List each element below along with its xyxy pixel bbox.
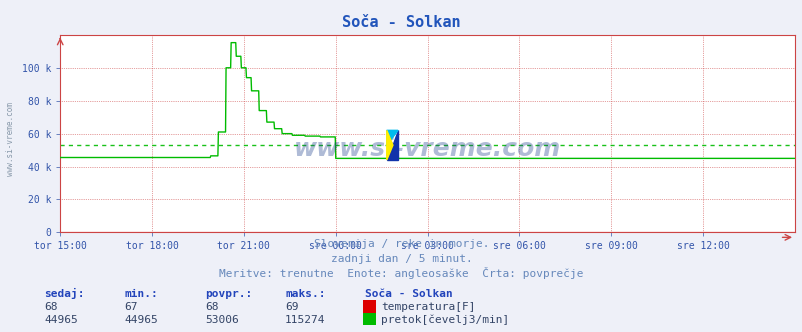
Text: min.:: min.: [124, 289, 158, 299]
Text: www.si-vreme.com: www.si-vreme.com [6, 103, 15, 176]
Text: Soča - Solkan: Soča - Solkan [365, 289, 452, 299]
Text: www.si-vreme.com: www.si-vreme.com [294, 137, 561, 161]
Text: temperatura[F]: temperatura[F] [381, 302, 476, 312]
Text: 69: 69 [285, 302, 298, 312]
Polygon shape [387, 130, 398, 145]
Text: pretok[čevelj3/min]: pretok[čevelj3/min] [381, 314, 509, 325]
Text: 44965: 44965 [124, 315, 158, 325]
Text: 68: 68 [205, 302, 218, 312]
Text: povpr.:: povpr.: [205, 289, 252, 299]
Text: 115274: 115274 [285, 315, 325, 325]
Text: Slovenija / reke in morje.: Slovenija / reke in morje. [314, 239, 488, 249]
Text: Meritve: trenutne  Enote: angleosaške  Črta: povprečje: Meritve: trenutne Enote: angleosaške Črt… [219, 267, 583, 279]
Text: sedaj:: sedaj: [44, 288, 84, 299]
Text: 68: 68 [44, 302, 58, 312]
Text: 53006: 53006 [205, 315, 238, 325]
Text: Soča - Solkan: Soča - Solkan [342, 15, 460, 30]
Polygon shape [387, 130, 398, 160]
Polygon shape [387, 130, 392, 160]
Text: zadnji dan / 5 minut.: zadnji dan / 5 minut. [330, 254, 472, 264]
Text: 44965: 44965 [44, 315, 78, 325]
Text: 67: 67 [124, 302, 138, 312]
Text: maks.:: maks.: [285, 289, 325, 299]
